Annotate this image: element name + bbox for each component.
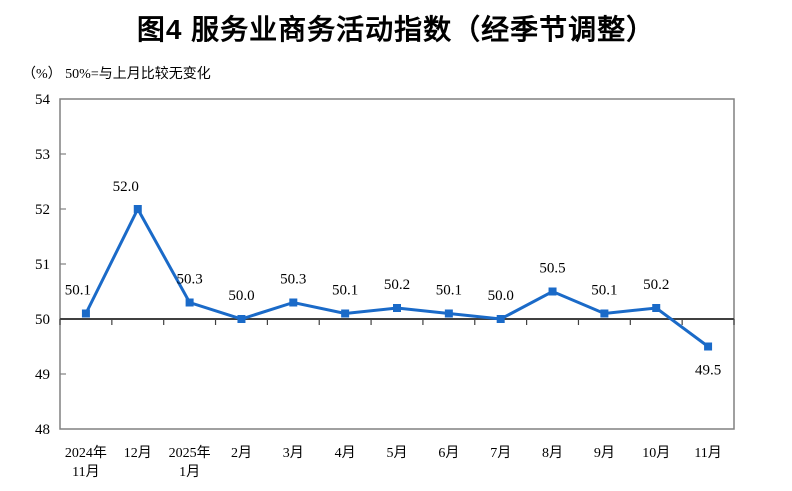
- x-axis-label: 5月: [387, 445, 408, 461]
- data-point-marker: [133, 205, 142, 213]
- y-axis-label: 52: [35, 202, 50, 218]
- y-axis-label: 49: [35, 367, 50, 383]
- y-axis-label: 51: [35, 257, 50, 273]
- data-point-marker: [652, 304, 661, 312]
- data-label: 50.0: [228, 288, 254, 304]
- data-point-marker: [237, 315, 246, 323]
- x-axis-label: 11月: [72, 464, 99, 480]
- chart-title: 图4 服务业商务活动指数（经季节调整）: [136, 14, 656, 45]
- data-label: 50.2: [384, 277, 410, 293]
- y-axis-label: 53: [35, 147, 50, 163]
- data-label: 50.1: [332, 283, 358, 299]
- data-label: 50.1: [436, 283, 462, 299]
- y-axis-label: 54: [35, 92, 51, 108]
- x-axis-label: 3月: [283, 445, 304, 461]
- data-label: 50.5: [539, 261, 565, 277]
- data-point-marker: [444, 309, 453, 318]
- data-label: 50.3: [280, 272, 306, 288]
- data-label: 50.1: [65, 283, 91, 299]
- data-point-marker: [341, 309, 350, 318]
- x-axis-label: 9月: [594, 445, 615, 461]
- chart-subtitle: （%） 50%=与上月比较无变化: [22, 67, 211, 82]
- x-axis-label: 8月: [542, 445, 563, 461]
- x-axis-label: 2025年: [169, 445, 211, 461]
- data-point-marker: [548, 287, 557, 296]
- data-label: 50.2: [643, 277, 669, 293]
- x-axis-label: 2月: [231, 445, 252, 461]
- data-label: 49.5: [695, 363, 721, 379]
- data-point-marker: [81, 309, 90, 318]
- data-point-marker: [393, 304, 401, 312]
- data-label: 50.0: [488, 288, 514, 304]
- data-point-marker: [185, 298, 194, 307]
- data-label: 52.0: [113, 179, 139, 195]
- y-axis-label: 50: [35, 312, 50, 328]
- data-point-marker: [496, 315, 505, 323]
- data-label: 50.3: [176, 272, 202, 288]
- x-axis-label: 11月: [694, 445, 721, 461]
- x-axis-label: 4月: [335, 445, 356, 461]
- x-axis-label: 1月: [179, 464, 200, 480]
- x-axis-label: 6月: [438, 445, 459, 461]
- x-axis-label: 2024年: [65, 445, 107, 461]
- y-axis-label: 48: [35, 422, 50, 438]
- plot-border: [59, 98, 735, 430]
- x-axis-label: 7月: [490, 445, 511, 461]
- data-point-marker: [704, 342, 713, 351]
- data-label: 50.1: [591, 283, 617, 299]
- data-point-marker: [600, 309, 609, 318]
- x-axis-label: 12月: [124, 445, 152, 461]
- x-axis-label: 10月: [642, 445, 670, 461]
- data-point-marker: [289, 298, 298, 307]
